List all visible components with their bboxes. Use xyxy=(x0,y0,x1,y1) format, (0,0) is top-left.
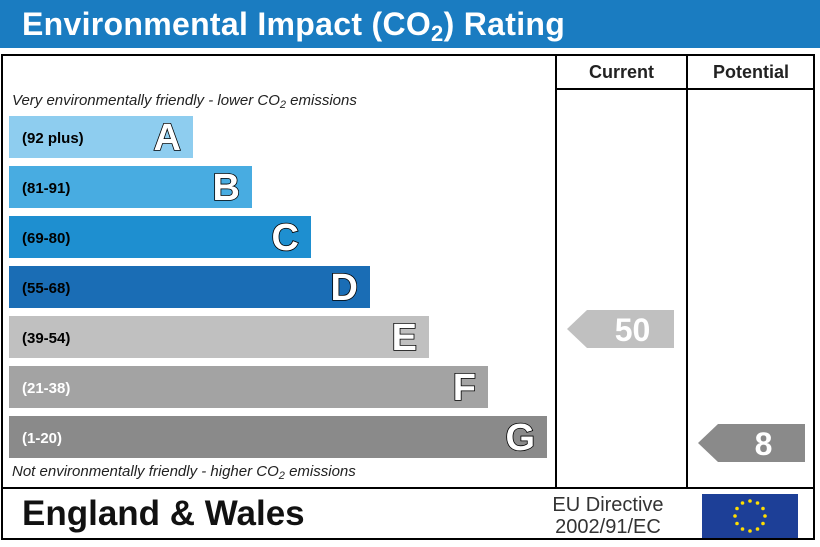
band-bar-a xyxy=(9,116,193,158)
footer-region: England & Wales xyxy=(22,494,305,533)
eu-flag-star xyxy=(761,506,765,511)
band-bar-f xyxy=(9,366,488,408)
band-range-d: (55-68) xyxy=(22,280,70,297)
band-bar-d xyxy=(9,266,370,308)
band-range-a: (92 plus) xyxy=(22,130,84,147)
band-letter-b: B xyxy=(213,167,240,209)
band-range-e: (39-54) xyxy=(22,330,70,347)
page-title: Environmental Impact (CO2) Rating xyxy=(22,6,566,46)
eu-flag-icon xyxy=(702,494,798,538)
potential-rating-value: 8 xyxy=(755,426,773,462)
footer-rule xyxy=(1,487,815,489)
eu-flag-star xyxy=(735,521,739,526)
eu-flag-star xyxy=(748,499,752,503)
top-note: Very environmentally friendly - lower CO… xyxy=(12,92,357,111)
band-letter-e: E xyxy=(392,317,417,359)
band-bar-b xyxy=(9,166,252,208)
band-bar-g xyxy=(9,416,547,458)
band-letter-g: G xyxy=(505,417,535,459)
eu-flag-star xyxy=(763,514,767,518)
column-divider-right xyxy=(686,54,688,488)
eu-flag-star xyxy=(755,527,760,531)
header-bar: Environmental Impact (CO2) Rating xyxy=(0,0,820,48)
current-rating-value: 50 xyxy=(615,312,651,348)
band-bar-e xyxy=(9,316,429,358)
current-rating-arrow xyxy=(567,310,674,348)
eu-flag-star xyxy=(761,521,765,526)
eu-flag-star xyxy=(735,506,739,511)
eu-flag-star xyxy=(733,514,737,518)
eu-flag-star xyxy=(740,527,745,531)
band-bar-c xyxy=(9,216,311,258)
eu-flag-star xyxy=(755,501,760,505)
potential-rating-arrow xyxy=(698,424,805,462)
band-range-f: (21-38) xyxy=(22,380,70,397)
band-range-c: (69-80) xyxy=(22,230,70,247)
band-range-b: (81-91) xyxy=(22,180,70,197)
column-header-current: Current xyxy=(588,62,654,82)
band-letter-f: F xyxy=(453,367,476,409)
eu-directive-line2: 2002/91/EC xyxy=(555,516,661,538)
eu-flag-star xyxy=(740,501,745,505)
column-divider-left xyxy=(555,54,557,488)
column-header-rule xyxy=(555,88,815,90)
band-letter-a: A xyxy=(154,117,181,159)
band-letter-d: D xyxy=(331,267,358,309)
band-letter-c: C xyxy=(272,217,299,259)
eu-directive-line1: EU Directive xyxy=(552,494,664,516)
eu-flag-star xyxy=(748,529,752,533)
band-range-g: (1-20) xyxy=(22,430,62,447)
eu-directive: EU Directive 2002/91/EC xyxy=(520,494,696,538)
rating-frame xyxy=(1,54,815,540)
column-header-potential: Potential xyxy=(712,62,789,82)
bottom-note: Not environmentally friendly - higher CO… xyxy=(12,463,356,482)
